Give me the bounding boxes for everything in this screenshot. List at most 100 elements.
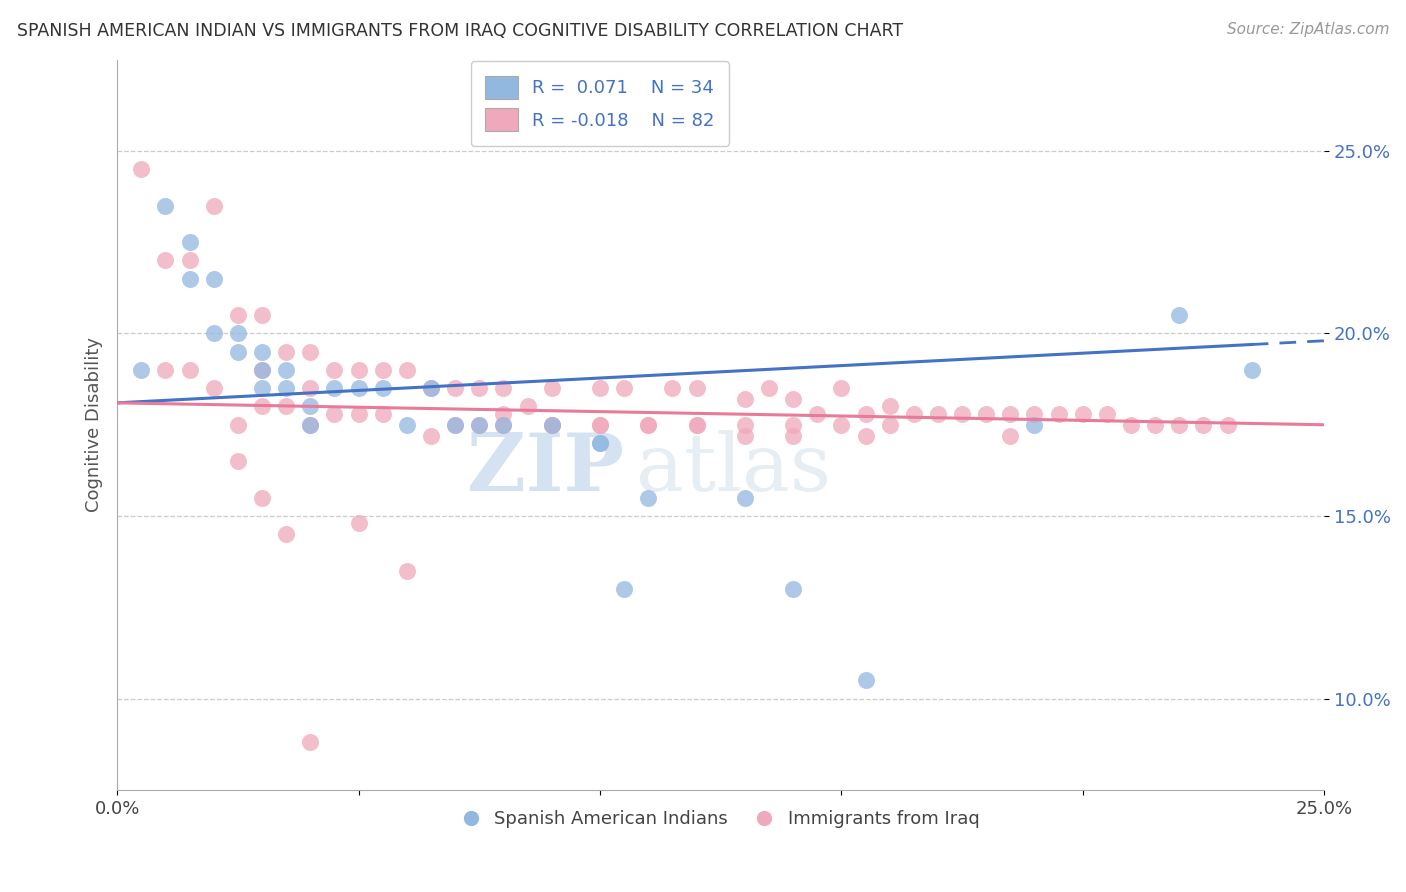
Point — [685, 381, 707, 395]
Y-axis label: Cognitive Disability: Cognitive Disability — [86, 337, 103, 512]
Point — [347, 363, 370, 377]
Point — [782, 392, 804, 407]
Point — [347, 407, 370, 421]
Point — [879, 417, 901, 432]
Point — [323, 407, 346, 421]
Point — [1095, 407, 1118, 421]
Point — [492, 417, 515, 432]
Point — [226, 344, 249, 359]
Point — [685, 417, 707, 432]
Point — [347, 381, 370, 395]
Point — [492, 407, 515, 421]
Point — [589, 436, 612, 450]
Point — [299, 735, 322, 749]
Point — [420, 381, 443, 395]
Point — [855, 673, 877, 688]
Point — [226, 454, 249, 468]
Point — [444, 417, 467, 432]
Point — [613, 381, 636, 395]
Point — [613, 582, 636, 596]
Point — [830, 417, 852, 432]
Point — [250, 363, 273, 377]
Point — [202, 199, 225, 213]
Point — [903, 407, 925, 421]
Point — [420, 428, 443, 442]
Point — [202, 326, 225, 341]
Point — [758, 381, 780, 395]
Point — [371, 363, 394, 377]
Point — [540, 417, 562, 432]
Text: atlas: atlas — [636, 430, 831, 508]
Point — [155, 363, 177, 377]
Text: ZIP: ZIP — [467, 430, 624, 508]
Point — [734, 417, 756, 432]
Point — [371, 407, 394, 421]
Point — [179, 253, 201, 268]
Point — [179, 235, 201, 250]
Point — [155, 253, 177, 268]
Point — [250, 344, 273, 359]
Point — [1240, 363, 1263, 377]
Point — [179, 363, 201, 377]
Point — [299, 381, 322, 395]
Point — [855, 428, 877, 442]
Point — [1000, 407, 1022, 421]
Point — [1024, 407, 1046, 421]
Point — [395, 417, 418, 432]
Point — [950, 407, 973, 421]
Point — [226, 308, 249, 322]
Point — [395, 363, 418, 377]
Point — [250, 491, 273, 505]
Point — [1216, 417, 1239, 432]
Point — [276, 363, 298, 377]
Point — [637, 417, 659, 432]
Point — [589, 436, 612, 450]
Point — [540, 381, 562, 395]
Point — [782, 417, 804, 432]
Point — [276, 381, 298, 395]
Point — [444, 417, 467, 432]
Point — [492, 417, 515, 432]
Point — [323, 363, 346, 377]
Point — [131, 162, 153, 177]
Point — [250, 381, 273, 395]
Point — [468, 417, 491, 432]
Point — [347, 516, 370, 531]
Point — [276, 527, 298, 541]
Point — [734, 392, 756, 407]
Point — [589, 417, 612, 432]
Point — [250, 400, 273, 414]
Point — [299, 400, 322, 414]
Point — [855, 407, 877, 421]
Point — [1047, 407, 1070, 421]
Point — [276, 400, 298, 414]
Point — [540, 417, 562, 432]
Point — [395, 564, 418, 578]
Point — [1000, 428, 1022, 442]
Point — [1168, 308, 1191, 322]
Point — [468, 381, 491, 395]
Point — [1144, 417, 1167, 432]
Legend: Spanish American Indians, Immigrants from Iraq: Spanish American Indians, Immigrants fro… — [454, 803, 987, 836]
Point — [516, 400, 538, 414]
Point — [444, 381, 467, 395]
Point — [974, 407, 997, 421]
Point — [1192, 417, 1215, 432]
Point — [637, 491, 659, 505]
Point — [492, 381, 515, 395]
Point — [1024, 417, 1046, 432]
Point — [1168, 417, 1191, 432]
Text: SPANISH AMERICAN INDIAN VS IMMIGRANTS FROM IRAQ COGNITIVE DISABILITY CORRELATION: SPANISH AMERICAN INDIAN VS IMMIGRANTS FR… — [17, 22, 903, 40]
Point — [830, 381, 852, 395]
Point — [299, 417, 322, 432]
Point — [734, 491, 756, 505]
Point — [468, 417, 491, 432]
Point — [927, 407, 949, 421]
Point — [226, 417, 249, 432]
Point — [155, 199, 177, 213]
Point — [179, 271, 201, 285]
Point — [131, 363, 153, 377]
Point — [1071, 407, 1094, 421]
Point — [371, 381, 394, 395]
Point — [734, 428, 756, 442]
